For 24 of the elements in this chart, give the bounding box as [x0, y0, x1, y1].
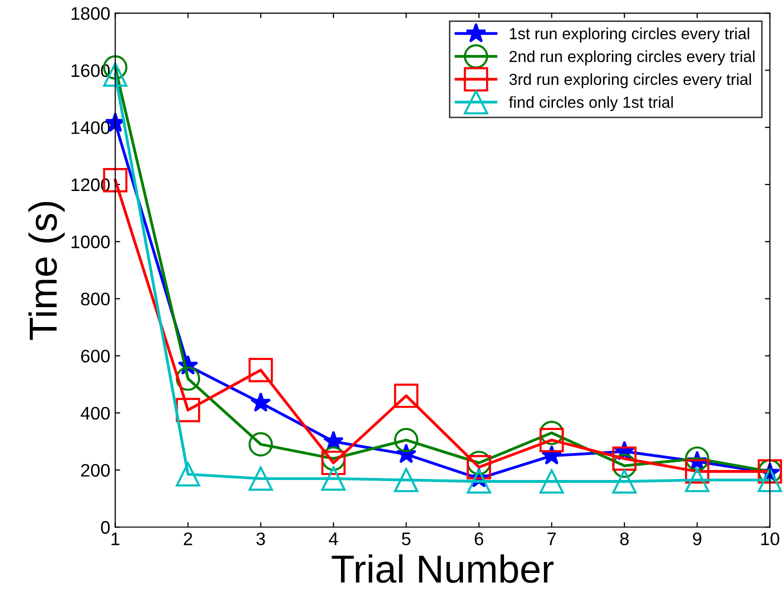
x-tick-label: 8: [620, 532, 629, 546]
x-tick-label: 10: [761, 532, 780, 546]
y-tick-label: 600: [81, 350, 110, 363]
y-tick-label: 1000: [72, 236, 110, 248]
y-tick-label: 800: [81, 292, 110, 306]
legend-label: 2nd run exploring circles every trial: [510, 50, 754, 66]
x-axis-title: Trial Number: [332, 554, 554, 583]
x-tick-label: 5: [402, 532, 410, 546]
y-tick-label: 0: [101, 521, 110, 534]
legend-label: 3rd run exploring circles every trial: [509, 73, 751, 88]
y-axis-title: Time (s): [28, 202, 65, 340]
x-tick-label: 4: [328, 532, 338, 546]
y-tick-label: 1800: [72, 7, 110, 20]
y-tick-label: 1400: [72, 121, 110, 134]
y-tick-label: 200: [81, 464, 110, 477]
x-tick-label: 6: [474, 532, 484, 546]
x-tick-label: 1: [112, 532, 120, 546]
legend-label: 1st run exploring circles every trial: [510, 28, 750, 42]
y-tick-label: 400: [80, 406, 110, 420]
x-tick-label: 3: [256, 532, 265, 546]
legend-label: find circles only 1st trial: [508, 96, 673, 112]
x-tick-label: 9: [692, 532, 702, 546]
x-tick-label: 7: [548, 532, 556, 546]
x-tick-label: 2: [184, 532, 192, 546]
